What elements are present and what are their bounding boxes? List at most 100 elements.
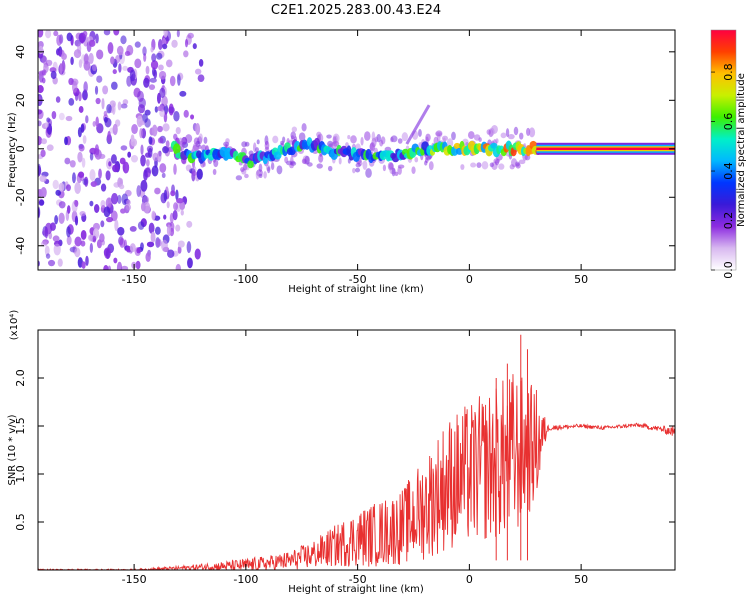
noise-blob: [85, 115, 89, 124]
noise-blob: [77, 43, 82, 54]
noise-blob: [95, 33, 99, 44]
noise-blob: [197, 74, 205, 82]
noise-blob: [39, 175, 47, 183]
noise-blob: [49, 222, 56, 231]
halo-blob: [424, 160, 428, 166]
noise-blob: [111, 193, 119, 205]
spectrogram-y-tick-label: -40: [14, 237, 27, 255]
halo-blob: [446, 138, 454, 148]
noise-blob: [113, 30, 120, 36]
noise-blob: [107, 42, 114, 54]
noise-blob: [117, 226, 125, 236]
spectrogram-x-label: Height of straight line (km): [288, 284, 424, 295]
snr-series-line: [38, 374, 675, 570]
noise-blob: [113, 124, 117, 132]
snr-frame: [37, 329, 676, 571]
noise-blob: [104, 247, 112, 259]
noise-blob: [146, 241, 155, 248]
noise-blob: [192, 43, 197, 50]
noise-blob: [148, 136, 153, 145]
noise-blob: [89, 242, 94, 253]
noise-blob: [154, 106, 159, 113]
colorbar-tick-label: 0.6: [722, 113, 735, 130]
noise-blob: [65, 115, 73, 122]
colorbar-ticks: 0.0 0.2 0.4 0.6 0.8: [711, 63, 735, 279]
spectrogram-y-tick-label: 20: [14, 93, 27, 107]
halo-blob: [327, 165, 333, 172]
noise-blob: [41, 138, 47, 145]
noise-blob: [162, 123, 170, 132]
noise-blob: [89, 152, 94, 161]
noise-blob: [74, 200, 79, 207]
noise-blob: [64, 157, 71, 165]
halo-blob: [284, 156, 289, 164]
noise-blob: [46, 144, 54, 152]
halo-blob: [380, 136, 386, 145]
noise-blob: [45, 30, 52, 39]
halo-blob: [418, 129, 422, 137]
noise-blob: [93, 204, 100, 213]
noise-blob: [196, 168, 203, 180]
noise-blob: [78, 144, 85, 152]
noise-blob: [94, 85, 99, 95]
noise-blob: [112, 164, 119, 173]
snr-y-tick-label: 0.5: [14, 513, 27, 531]
noise-blob: [38, 199, 45, 206]
noise-blob: [79, 211, 86, 217]
halo-blob: [397, 166, 402, 175]
noise-blob: [170, 190, 176, 197]
noise-blob: [117, 194, 122, 204]
noise-blob: [148, 222, 155, 234]
noise-blob: [77, 151, 83, 163]
noise-blob: [166, 224, 172, 237]
noise-blob: [147, 147, 153, 158]
noise-blob: [44, 226, 49, 239]
noise-blob: [111, 81, 118, 90]
noise-blob: [149, 77, 157, 83]
noise-blob: [91, 63, 97, 72]
noise-blob: [120, 145, 128, 151]
noise-blob: [125, 245, 132, 253]
noise-blob: [157, 105, 163, 112]
colorbar: 0.0 0.2 0.4 0.6 0.8 Normalized spectral ampl…: [710, 29, 747, 279]
noise-blob: [179, 201, 186, 210]
chart-title: C2E1.2025.283.00.43.E24: [271, 3, 441, 18]
noise-blob: [158, 38, 163, 51]
noise-blob: [41, 77, 46, 84]
halo-blob: [388, 162, 394, 170]
noise-blob: [145, 65, 150, 75]
noise-blob: [53, 243, 61, 256]
noise-blob: [115, 54, 121, 64]
halo-blob: [272, 135, 279, 144]
noise-blob: [80, 229, 87, 240]
noise-blob: [150, 46, 154, 53]
noise-blob: [130, 134, 135, 142]
spectrogram-y-tick-label: 0: [14, 145, 27, 152]
halo-blob: [500, 132, 507, 139]
noise-blob: [95, 116, 99, 128]
noise-blob: [140, 179, 148, 192]
noise-blob: [180, 209, 184, 216]
colorbar-label: Normalized spectral amplitude: [736, 73, 747, 227]
halo-blob: [235, 175, 243, 181]
halo-blob: [498, 163, 505, 170]
snr-x-tick-label: 0: [466, 573, 473, 586]
noise-blob: [106, 104, 112, 114]
spectrogram-x-tick-label: -50: [349, 273, 367, 286]
spectrogram-y-tick-label: -20: [14, 188, 27, 206]
noise-blob: [94, 144, 100, 156]
noise-blob: [38, 206, 41, 219]
halo-blob: [511, 158, 518, 168]
noise-blob: [44, 245, 50, 256]
halo-blob: [360, 136, 364, 146]
halo-blob: [382, 164, 387, 172]
snr-y-multiplier: (x10⁴): [9, 310, 20, 341]
noise-blob: [109, 100, 116, 108]
noise-blob: [148, 84, 156, 90]
noise-blob: [41, 69, 47, 76]
noise-blob: [143, 169, 148, 181]
noise-blob: [176, 30, 180, 38]
noise-blob: [58, 201, 66, 209]
noise-blob: [90, 181, 98, 187]
halo-blob: [365, 168, 372, 178]
